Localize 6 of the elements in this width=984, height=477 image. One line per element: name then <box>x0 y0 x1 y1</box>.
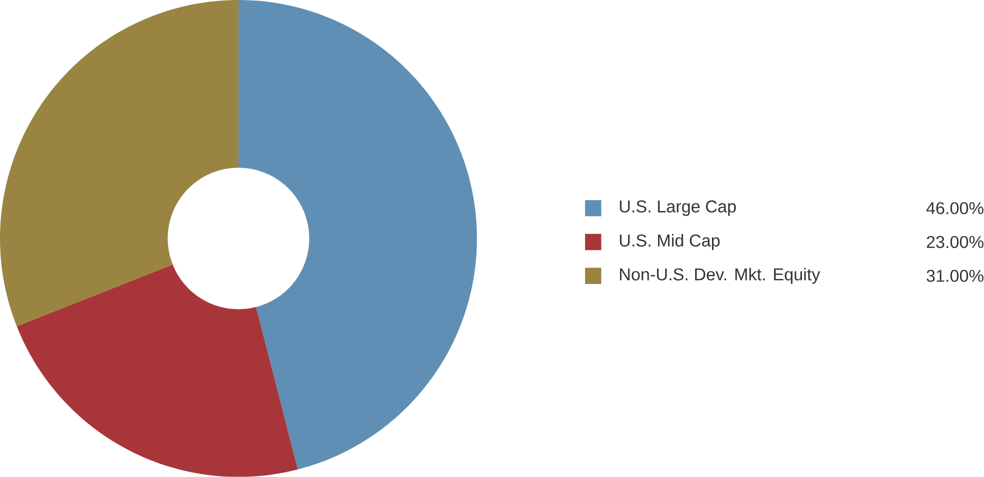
data-label: 23.00% <box>926 236 984 248</box>
data-label: 31.00% <box>926 270 984 282</box>
legend-label: Non-U.S. Dev. Mkt. Equity <box>620 268 820 284</box>
legend-label: U.S. Large Cap <box>620 200 736 216</box>
legend-label: U.S. Mid Cap <box>620 234 720 250</box>
data-label: 46.00% <box>926 202 984 214</box>
